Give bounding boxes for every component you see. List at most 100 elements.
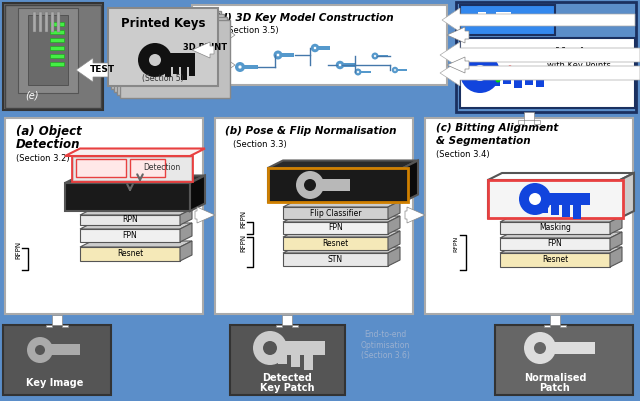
Bar xyxy=(80,247,180,261)
Bar xyxy=(33,12,36,32)
Polygon shape xyxy=(500,232,622,238)
Text: Keyway: Keyway xyxy=(518,15,566,25)
Bar xyxy=(500,253,610,267)
Circle shape xyxy=(356,71,360,73)
Bar xyxy=(466,20,511,26)
Polygon shape xyxy=(488,173,634,180)
Text: (Section 3.4): (Section 3.4) xyxy=(436,150,490,160)
Bar xyxy=(375,55,388,57)
Bar xyxy=(120,20,230,98)
Bar xyxy=(5,5,101,108)
Bar xyxy=(278,355,287,364)
Bar xyxy=(28,15,68,85)
Bar xyxy=(304,355,313,370)
Circle shape xyxy=(394,69,396,71)
Text: (Section 3.5): (Section 3.5) xyxy=(225,26,278,34)
Bar xyxy=(80,229,180,242)
Circle shape xyxy=(336,61,344,69)
Bar xyxy=(283,222,388,234)
Text: (a) Object: (a) Object xyxy=(16,124,82,138)
Polygon shape xyxy=(447,57,469,73)
Bar xyxy=(456,2,636,112)
Bar xyxy=(50,22,64,26)
Polygon shape xyxy=(283,201,400,207)
Bar xyxy=(540,342,595,354)
Bar xyxy=(535,193,590,205)
Circle shape xyxy=(35,345,45,355)
Bar xyxy=(230,325,345,395)
Polygon shape xyxy=(195,207,215,223)
Bar xyxy=(283,237,388,250)
Bar xyxy=(73,157,191,180)
Text: RFPN: RFPN xyxy=(240,210,246,228)
Bar xyxy=(51,12,54,32)
Bar xyxy=(278,53,294,57)
Bar xyxy=(536,79,544,87)
Text: Detected: Detected xyxy=(262,373,312,383)
Bar xyxy=(155,53,195,67)
Polygon shape xyxy=(80,209,192,215)
Polygon shape xyxy=(440,42,640,68)
Circle shape xyxy=(273,51,282,59)
Circle shape xyxy=(460,53,500,93)
Circle shape xyxy=(27,337,53,363)
Bar xyxy=(50,46,64,50)
Polygon shape xyxy=(180,241,192,261)
Bar xyxy=(480,67,550,79)
Bar xyxy=(57,12,60,32)
Bar xyxy=(72,156,192,181)
Bar xyxy=(514,79,522,88)
Bar xyxy=(488,180,620,218)
Circle shape xyxy=(534,342,546,354)
Circle shape xyxy=(495,77,500,83)
Text: RPN: RPN xyxy=(122,215,138,225)
Polygon shape xyxy=(544,315,566,327)
Text: Resnet: Resnet xyxy=(117,249,143,259)
Bar xyxy=(192,5,447,85)
Bar xyxy=(425,118,633,314)
Bar xyxy=(165,67,171,77)
Text: (d) 3D Key Model Construction: (d) 3D Key Model Construction xyxy=(215,13,394,23)
Text: Key Patch: Key Patch xyxy=(260,383,314,393)
Bar xyxy=(3,325,111,395)
Bar xyxy=(189,67,195,76)
Bar xyxy=(315,46,330,50)
Text: STN: STN xyxy=(328,255,343,264)
Circle shape xyxy=(519,183,551,215)
Bar xyxy=(18,8,78,93)
Bar xyxy=(562,205,570,217)
Bar xyxy=(464,10,516,30)
Bar xyxy=(540,205,548,213)
Bar xyxy=(80,215,180,225)
Text: Patch: Patch xyxy=(540,383,570,393)
Text: Resnet: Resnet xyxy=(542,255,568,265)
Bar xyxy=(181,67,187,80)
Polygon shape xyxy=(447,27,469,43)
Bar xyxy=(488,180,623,218)
Bar xyxy=(50,54,64,58)
Text: Flip Classifier: Flip Classifier xyxy=(310,209,361,217)
Circle shape xyxy=(355,69,362,75)
Polygon shape xyxy=(610,247,622,267)
Bar xyxy=(492,79,500,86)
Polygon shape xyxy=(610,216,622,234)
Bar xyxy=(173,67,179,74)
Bar xyxy=(486,12,496,20)
Polygon shape xyxy=(76,58,108,82)
Circle shape xyxy=(524,332,556,364)
Circle shape xyxy=(263,341,277,355)
Bar xyxy=(268,168,403,202)
Bar xyxy=(460,5,555,35)
Text: End-to-end
Optimisation
(Section 3.6): End-to-end Optimisation (Section 3.6) xyxy=(360,330,410,360)
Polygon shape xyxy=(500,216,622,222)
Circle shape xyxy=(311,44,319,52)
Polygon shape xyxy=(440,60,640,86)
Polygon shape xyxy=(283,216,400,222)
Circle shape xyxy=(374,55,376,57)
Text: Key Image: Key Image xyxy=(26,378,84,388)
Text: Detection: Detection xyxy=(143,164,180,172)
Bar xyxy=(573,205,581,219)
Polygon shape xyxy=(80,241,192,247)
Bar xyxy=(358,71,371,73)
Text: Resnet: Resnet xyxy=(323,239,349,248)
